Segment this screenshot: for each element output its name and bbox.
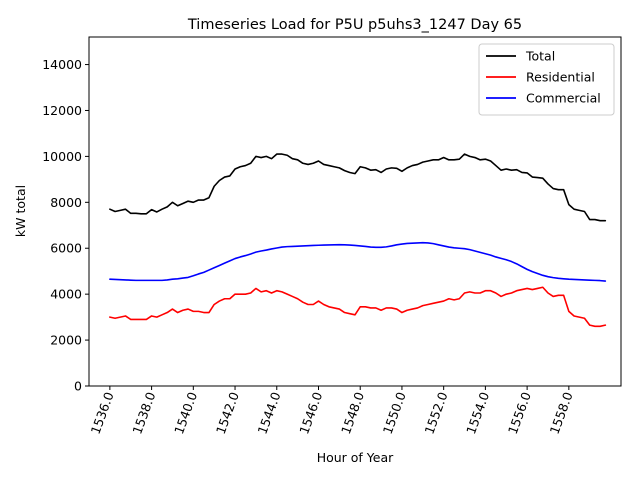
y-tick-label: 10000 [42, 149, 82, 164]
legend-label-commercial: Commercial [526, 91, 601, 106]
x-tick-label: 1558.0 [547, 390, 576, 436]
x-tick-label: 1550.0 [380, 390, 409, 436]
x-tick-label: 1554.0 [463, 390, 492, 436]
x-tick-label: 1546.0 [296, 390, 325, 436]
legend-label-total: Total [525, 49, 555, 64]
series-line-total [109, 153, 607, 222]
x-tick-label: 1544.0 [255, 390, 284, 436]
legend-label-residential: Residential [526, 70, 595, 85]
x-axis-label: Hour of Year [317, 450, 394, 465]
y-tick-label: 12000 [42, 103, 82, 118]
x-tick-label: 1536.0 [88, 390, 117, 436]
series-layer [109, 153, 607, 328]
x-axis-ticks: 1536.0 1538.0 1540.0 1542.0 1544.0 1546.0 1548… [88, 386, 576, 436]
y-tick-label: 6000 [50, 241, 82, 256]
x-tick-label: 1548.0 [338, 390, 367, 436]
x-tick-label: 1540.0 [171, 390, 200, 436]
y-tick-label: 0 [74, 379, 82, 394]
x-tick-label: 1542.0 [213, 390, 242, 436]
y-tick-label: 2000 [50, 333, 82, 348]
x-tick-label: 1556.0 [505, 390, 534, 436]
y-axis-label: kW total [13, 185, 28, 237]
chart-title: Timeseries Load for P5U p5uhs3_1247 Day … [187, 17, 522, 33]
legend: Total Residential Commercial [478, 43, 615, 116]
series-line-commercial [109, 241, 607, 282]
x-tick-label: 1552.0 [421, 390, 450, 436]
x-tick-label: 1538.0 [129, 390, 158, 436]
y-tick-label: 14000 [42, 57, 82, 72]
plot-frame [88, 36, 622, 387]
y-tick-label: 8000 [50, 195, 82, 210]
y-tick-label: 4000 [50, 287, 82, 302]
y-axis-ticks: 0 2000 4000 6000 8000 10000 12000 14000 [42, 57, 89, 394]
series-line-residential [109, 286, 607, 328]
